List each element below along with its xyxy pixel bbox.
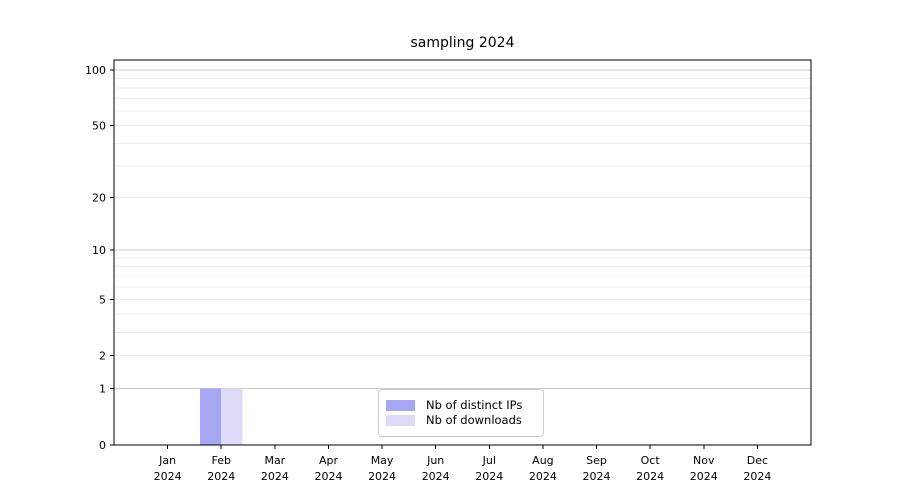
x-tick-label-year: 2024 (743, 470, 771, 483)
y-tick-label: 2 (99, 350, 106, 363)
legend-item-distinct-ips: Nb of distinct IPs (386, 397, 543, 412)
bar-nb-of-downloads (221, 388, 243, 445)
x-tick-label-month: Oct (641, 454, 661, 467)
x-tick-label-month: Nov (693, 454, 715, 467)
legend-item-downloads: Nb of downloads (386, 413, 543, 427)
x-tick-label-month: May (371, 454, 394, 467)
x-tick-label-month: Feb (211, 454, 230, 467)
x-tick-label-month: Sep (586, 454, 607, 467)
x-tick-label-year: 2024 (207, 470, 235, 483)
chart-title: sampling 2024 (410, 35, 515, 51)
legend: Nb of distinct IPs Nb of downloads (378, 389, 544, 437)
x-tick-label-month: Mar (264, 454, 285, 467)
x-tick-label-year: 2024 (475, 470, 503, 483)
gridlines-minor (114, 77, 811, 357)
legend-swatch-downloads (386, 415, 415, 427)
x-tick-label-year: 2024 (314, 470, 342, 483)
x-tick-label-year: 2024 (636, 470, 664, 483)
y-tick-label: 50 (92, 120, 106, 133)
y-tick-label: 10 (92, 244, 106, 257)
y-tick-label: 1 (99, 383, 106, 396)
legend-swatch-distinct-ips (386, 399, 415, 411)
x-tick-label-year: 2024 (422, 470, 450, 483)
x-tick-label-year: 2024 (690, 470, 718, 483)
x-tick-label-month: Jan (158, 454, 176, 467)
x-tick-label-year: 2024 (154, 470, 182, 483)
x-tick-label-year: 2024 (261, 470, 289, 483)
x-tick-label-year: 2024 (368, 470, 396, 483)
bar-nb-of-distinct-ips (199, 388, 222, 445)
x-tick-label-month: Jul (482, 454, 496, 467)
y-tick-label: 100 (85, 64, 106, 77)
y-tick-label: 20 (92, 192, 106, 205)
x-tick-label-year: 2024 (583, 470, 611, 483)
y-tick-label: 5 (99, 293, 106, 306)
plot-border (113, 59, 812, 446)
legend-label-downloads: Nb of downloads (426, 413, 522, 427)
y-axis: 0 1 2 5 10 20 50 100 (85, 64, 114, 452)
bars (199, 388, 243, 445)
x-tick-label-month: Aug (532, 454, 553, 467)
x-tick-label-month: Jun (426, 454, 444, 467)
gridlines-major (114, 69, 811, 390)
legend-label-distinct-ips: Nb of distinct IPs (426, 397, 523, 412)
x-tick-label-month: Dec (747, 454, 768, 467)
x-tick-label-year: 2024 (529, 470, 557, 483)
y-tick-label: 0 (99, 439, 106, 452)
x-tick-label-month: Apr (319, 454, 339, 467)
x-axis: Jan 2024 Feb 2024 Mar 2024 Apr 2024 May 2024 Jun 20… (154, 445, 771, 483)
